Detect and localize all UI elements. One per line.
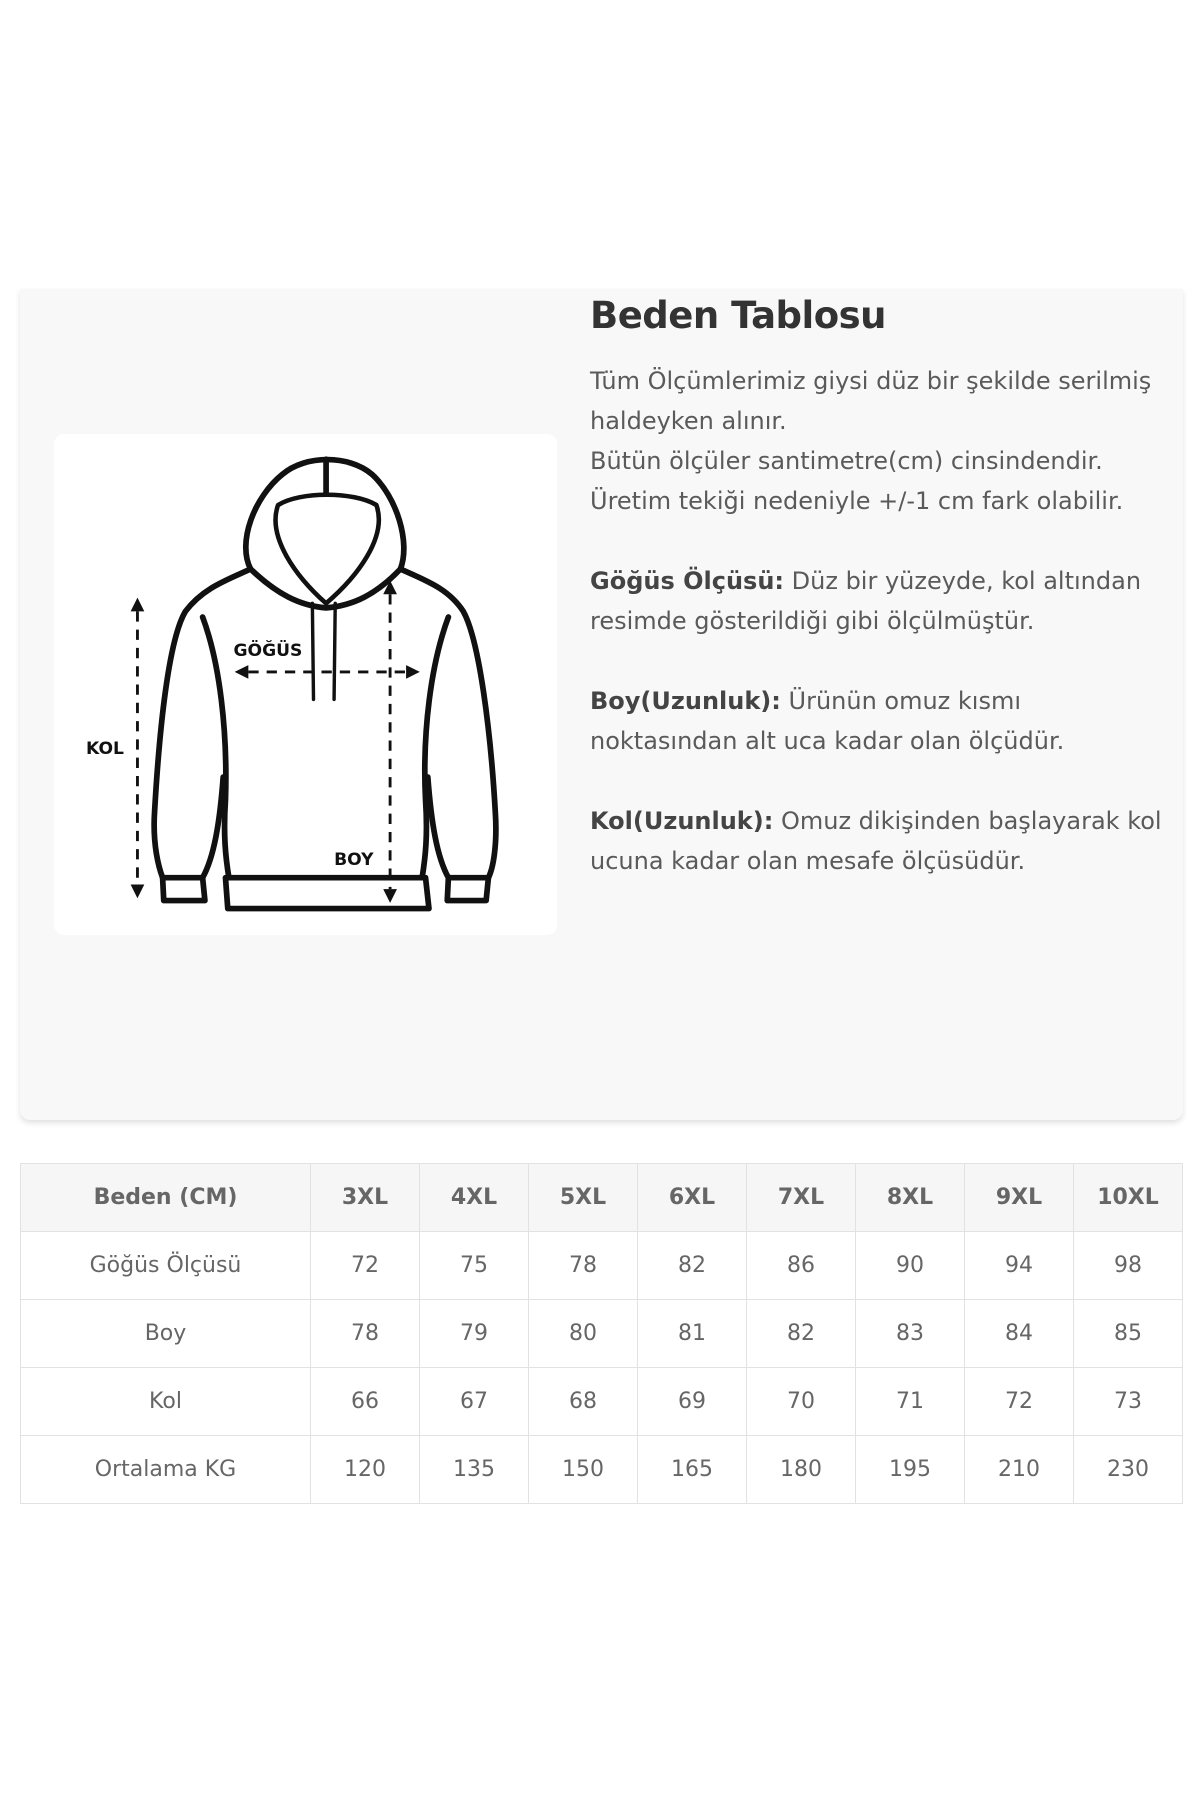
row-label-cell: Boy <box>20 1299 311 1368</box>
header-cell: 7XL <box>746 1163 856 1232</box>
value-cell: 120 <box>310 1435 420 1504</box>
hoodie-illustration: KOL GÖĞÜS BOY <box>86 456 499 912</box>
value-cell: 83 <box>855 1299 965 1368</box>
value-cell: 85 <box>1073 1299 1183 1368</box>
row-label-cell: Ortalama KG <box>20 1435 311 1504</box>
intro-text: Tüm Ölçümlerimiz giysi düz bir şekilde s… <box>590 361 1170 521</box>
intro-line-1: Tüm Ölçümlerimiz giysi düz bir şekilde s… <box>590 367 1152 435</box>
value-cell: 94 <box>964 1231 1074 1300</box>
value-cell: 150 <box>528 1435 638 1504</box>
value-cell: 78 <box>528 1231 638 1300</box>
value-cell: 71 <box>855 1367 965 1436</box>
value-cell: 73 <box>1073 1367 1183 1436</box>
header-cell: 5XL <box>528 1163 638 1232</box>
value-cell: 80 <box>528 1299 638 1368</box>
value-cell: 135 <box>419 1435 529 1504</box>
sleeve-text: Omuz dikişinden başlayarak kol ucuna kad… <box>590 807 1162 875</box>
value-cell: 81 <box>637 1299 747 1368</box>
value-cell: 72 <box>310 1231 420 1300</box>
header-cell: 4XL <box>419 1163 529 1232</box>
sleeve-label: Kol(Uzunluk): <box>590 807 774 835</box>
value-cell: 84 <box>964 1299 1074 1368</box>
value-cell: 70 <box>746 1367 856 1436</box>
hoodie-diagram: KOL GÖĞÜS BOY <box>54 434 557 935</box>
length-label: Boy(Uzunluk): <box>590 687 781 715</box>
table-row: Boy 78 79 80 81 82 83 84 85 <box>20 1299 1183 1368</box>
value-cell: 90 <box>855 1231 965 1300</box>
value-cell: 195 <box>855 1435 965 1504</box>
header-cell: 8XL <box>855 1163 965 1232</box>
table-row: Ortalama KG 120 135 150 165 180 195 210 230 <box>20 1435 1183 1504</box>
chest-label: Göğüs Ölçüsü: <box>590 567 785 595</box>
header-cell: 10XL <box>1073 1163 1183 1232</box>
value-cell: 180 <box>746 1435 856 1504</box>
value-cell: 230 <box>1073 1435 1183 1504</box>
header-cell: 3XL <box>310 1163 420 1232</box>
table-row: Göğüs Ölçüsü 72 75 78 82 86 90 94 98 <box>20 1231 1183 1300</box>
header-cell: Beden (CM) <box>20 1163 311 1232</box>
length-description: Boy(Uzunluk): Ürünün omuz kısmı noktasın… <box>590 681 1170 761</box>
table-header-row: Beden (CM) 3XL 4XL 5XL 6XL 7XL 8XL 9XL 1… <box>20 1163 1183 1232</box>
gogus-label: GÖĞÜS <box>233 639 302 661</box>
value-cell: 67 <box>419 1367 529 1436</box>
row-label-cell: Kol <box>20 1367 311 1436</box>
value-cell: 82 <box>746 1299 856 1368</box>
row-label-cell: Göğüs Ölçüsü <box>20 1231 311 1300</box>
boy-label: BOY <box>334 850 374 870</box>
page-title: Beden Tablosu <box>590 294 887 337</box>
header-cell: 6XL <box>637 1163 747 1232</box>
size-table: Beden (CM) 3XL 4XL 5XL 6XL 7XL 8XL 9XL 1… <box>20 1163 1183 1504</box>
value-cell: 98 <box>1073 1231 1183 1300</box>
value-cell: 66 <box>310 1367 420 1436</box>
chest-text: Düz bir yüzeyde, kol altından resimde gö… <box>590 567 1142 635</box>
value-cell: 165 <box>637 1435 747 1504</box>
value-cell: 210 <box>964 1435 1074 1504</box>
value-cell: 75 <box>419 1231 529 1300</box>
chest-description: Göğüs Ölçüsü: Düz bir yüzeyde, kol altın… <box>590 561 1170 641</box>
value-cell: 68 <box>528 1367 638 1436</box>
sleeve-description: Kol(Uzunluk): Omuz dikişinden başlayarak… <box>590 801 1170 881</box>
length-text: Ürünün omuz kısmı noktasından alt uca ka… <box>590 687 1065 755</box>
size-guide-card: KOL GÖĞÜS BOY Beden Tablosu Tüm Ölçümler… <box>20 289 1183 1120</box>
kol-label: KOL <box>86 739 124 759</box>
header-cell: 9XL <box>964 1163 1074 1232</box>
value-cell: 69 <box>637 1367 747 1436</box>
value-cell: 82 <box>637 1231 747 1300</box>
intro-line-2: Bütün ölçüler santimetre(cm) cinsindendi… <box>590 447 1124 515</box>
size-guide-info: Beden Tablosu Tüm Ölçümlerimiz giysi düz… <box>590 289 1170 881</box>
value-cell: 78 <box>310 1299 420 1368</box>
value-cell: 79 <box>419 1299 529 1368</box>
value-cell: 72 <box>964 1367 1074 1436</box>
table-row: Kol 66 67 68 69 70 71 72 73 <box>20 1367 1183 1436</box>
value-cell: 86 <box>746 1231 856 1300</box>
